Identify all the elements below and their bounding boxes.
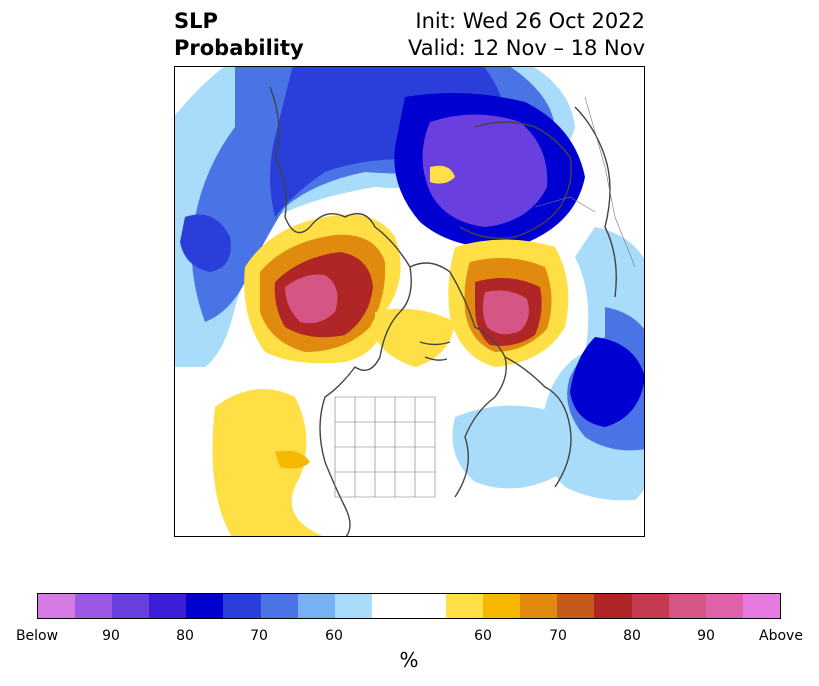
below-region-gulf xyxy=(452,405,565,489)
colorbar-tick-label: 70 xyxy=(250,628,268,644)
below-region-west xyxy=(180,214,231,272)
colorbar-tick-label: Above xyxy=(759,628,803,644)
above-region-eastpac xyxy=(212,389,325,536)
colorbar-swatch xyxy=(705,594,743,618)
colorbar-swatch xyxy=(223,594,261,618)
colorbar-tick-label: 70 xyxy=(549,628,567,644)
colorbar-swatch xyxy=(297,594,335,618)
below-region-siberia-core xyxy=(422,114,548,227)
colorbar-swatch xyxy=(371,594,409,618)
above-region-arctic xyxy=(375,308,455,367)
colorbar-tick-label: 60 xyxy=(325,628,343,644)
colorbar-swatch xyxy=(334,594,372,618)
above-region-north-pole xyxy=(430,165,455,184)
polar-map xyxy=(175,67,644,536)
map-panel xyxy=(174,66,645,537)
colorbar-swatch xyxy=(112,594,150,618)
title-right: Init: Wed 26 Oct 2022 Valid: 12 Nov – 18… xyxy=(408,8,645,62)
above-region-eastpac-orange xyxy=(275,450,310,469)
colorbar-swatch xyxy=(742,594,780,618)
above-region-europe-pink xyxy=(482,290,529,335)
colorbar-swatch xyxy=(260,594,298,618)
colorbar-tick-label: 60 xyxy=(474,628,492,644)
colorbar-tick-label: 80 xyxy=(176,628,194,644)
colorbar-swatch xyxy=(446,594,484,618)
colorbar-tick-label: 90 xyxy=(697,628,715,644)
coastlines xyxy=(269,86,617,536)
title-variable: SLP xyxy=(174,9,218,33)
below-region-atlantic-core xyxy=(570,337,644,427)
borders xyxy=(334,96,636,498)
colorbar-ticks: Below 90 80 70 60 60 70 80 90 Above xyxy=(0,628,819,646)
colorbar-swatch xyxy=(408,594,447,618)
above-region-pacific-pink xyxy=(285,274,338,324)
title-type: Probability xyxy=(174,36,304,60)
colorbar-tick-label: 80 xyxy=(623,628,641,644)
colorbar-tick-label: Below xyxy=(15,628,59,644)
colorbar-swatch xyxy=(38,594,76,618)
colorbar-swatch xyxy=(631,594,669,618)
colorbar-swatch xyxy=(75,594,113,618)
colorbar-swatch xyxy=(520,594,558,618)
colorbar-tick-label: 90 xyxy=(102,628,120,644)
colorbar-swatch xyxy=(594,594,632,618)
colorbar-swatch xyxy=(557,594,595,618)
colorbar xyxy=(37,593,781,619)
init-date: Init: Wed 26 Oct 2022 xyxy=(415,9,645,33)
valid-range: Valid: 12 Nov – 18 Nov xyxy=(408,36,645,60)
colorbar-swatch xyxy=(149,594,187,618)
title-left: SLP Probability xyxy=(174,8,304,62)
colorbar-unit: % xyxy=(399,648,419,672)
colorbar-swatch xyxy=(483,594,521,618)
colorbar-swatch xyxy=(668,594,706,618)
colorbar-swatch xyxy=(186,594,224,618)
